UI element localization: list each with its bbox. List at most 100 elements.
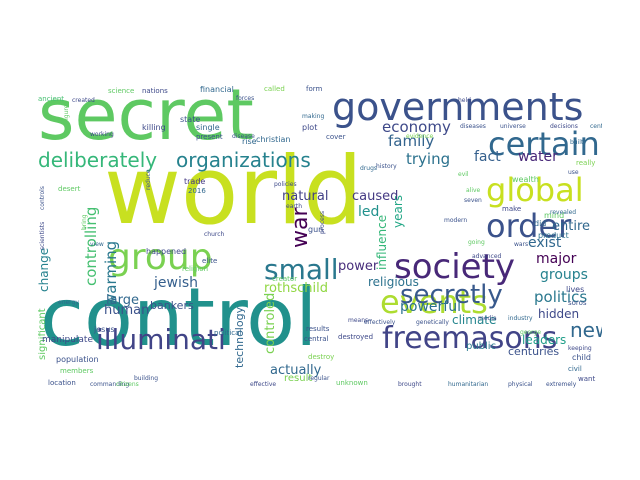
word: manipulate <box>42 335 93 345</box>
word: use <box>568 169 579 176</box>
word: industry <box>508 315 533 322</box>
word: central <box>304 335 329 343</box>
word: secretly <box>400 280 503 310</box>
word: seven <box>464 197 482 204</box>
word: advanced <box>472 253 502 260</box>
word: large <box>106 293 139 308</box>
word: view <box>90 241 104 248</box>
word: certain <box>488 125 600 163</box>
word: secret <box>38 80 254 156</box>
word: killing <box>142 123 166 132</box>
word: figures <box>63 101 70 122</box>
word: make <box>502 205 522 213</box>
word: happened <box>146 247 187 256</box>
word: hidden <box>538 307 580 321</box>
word: destroy <box>308 353 335 361</box>
word: drugs <box>360 165 378 172</box>
word: society <box>394 247 516 287</box>
word: world <box>104 137 363 246</box>
word: really <box>576 159 596 167</box>
word: george <box>520 329 542 336</box>
word: soros <box>568 299 587 307</box>
word: genetically <box>416 319 449 326</box>
word: built <box>570 139 584 146</box>
word: science <box>108 87 135 95</box>
word: religious <box>368 275 419 289</box>
word: physical <box>508 381 533 388</box>
word: freemasons <box>382 321 558 356</box>
word: political <box>214 329 242 337</box>
word: building <box>134 375 159 382</box>
word: wars <box>514 241 529 248</box>
word: forces <box>236 95 255 102</box>
word: media <box>478 315 497 322</box>
word: years <box>391 194 405 228</box>
word: order <box>486 207 572 245</box>
word: making <box>302 113 325 120</box>
word: present <box>196 133 223 141</box>
word: mind <box>544 211 565 220</box>
word: jewish <box>154 275 199 291</box>
word: members <box>60 367 94 375</box>
word-cloud: world control secret governments society… <box>38 80 602 390</box>
word: major <box>536 251 577 267</box>
word: scientists <box>39 221 46 250</box>
word: effectively <box>364 319 396 326</box>
word: held <box>458 97 471 104</box>
word: illuminati <box>96 323 226 356</box>
word: bankers <box>150 299 194 312</box>
word: called <box>264 85 285 93</box>
word: elite <box>202 257 218 265</box>
word: deliberately <box>38 148 158 172</box>
word: population <box>56 355 99 364</box>
word: technology <box>233 306 246 368</box>
word: cover <box>326 133 346 141</box>
word: exist <box>528 235 562 251</box>
word: extremely <box>546 381 577 388</box>
word: change <box>38 247 51 292</box>
word: humanitarian <box>448 381 489 388</box>
word: brought <box>398 381 422 388</box>
word: family <box>388 132 435 150</box>
word: plot <box>302 123 318 132</box>
word: citizens <box>116 381 139 388</box>
word: diseases <box>460 123 486 130</box>
word: entire <box>552 219 591 234</box>
word: form <box>306 85 323 93</box>
word: alive <box>466 187 481 194</box>
word: keeping <box>568 345 592 352</box>
word: powerful <box>400 299 461 315</box>
word: small <box>264 253 339 286</box>
word: going <box>468 239 485 246</box>
word: earth <box>286 203 302 210</box>
word: wealth <box>512 175 539 184</box>
word: policies <box>274 181 297 188</box>
word: water <box>518 149 558 165</box>
word: group <box>108 237 213 278</box>
word: single <box>196 123 220 132</box>
word: economy <box>382 118 451 136</box>
word: child <box>572 353 591 362</box>
word: rise <box>242 137 257 146</box>
word: controled <box>263 292 278 354</box>
word: century <box>590 123 602 130</box>
word: politics <box>534 288 588 306</box>
word: public <box>466 341 497 352</box>
word: nations <box>142 87 168 95</box>
word: christian <box>256 135 291 144</box>
word: leaders <box>522 333 567 347</box>
word: desert <box>58 185 81 193</box>
word: destroyed <box>338 333 374 341</box>
word: results <box>306 325 330 333</box>
word: bring <box>81 214 88 230</box>
word: creator <box>272 275 298 283</box>
word: unknown <box>336 379 368 387</box>
word: ancient <box>38 95 65 103</box>
word: led <box>358 204 380 220</box>
word: control <box>40 271 318 364</box>
word: climate <box>452 313 497 327</box>
word: state <box>180 115 201 124</box>
word: reduce <box>145 169 152 190</box>
word: power <box>338 259 379 274</box>
word: controls <box>39 186 46 210</box>
